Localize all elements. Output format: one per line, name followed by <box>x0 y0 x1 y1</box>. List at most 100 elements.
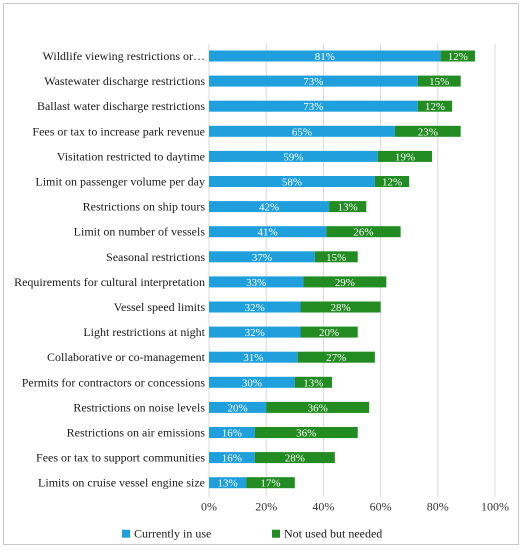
bar-segment <box>300 326 358 338</box>
bar-segment <box>417 100 453 112</box>
category-label: Permits for contractors or concessions <box>22 375 206 389</box>
data-label: 28% <box>285 453 305 465</box>
x-axis-ticks: 0% 20% 40% 60% 80% 100% <box>201 500 509 514</box>
category-label: Ballast water discharge restrictions <box>37 99 205 113</box>
data-label: 12% <box>425 101 445 113</box>
bars: 81% 12% 73% 15% 73% 12% 65% 23% 59% 19% 58% 12% 42% 1… <box>209 50 475 490</box>
data-label: 36% <box>296 428 316 440</box>
bar-segment <box>329 201 367 213</box>
data-label: 32% <box>245 302 265 314</box>
bar-segment <box>209 75 418 87</box>
stacked-bar-chart: 81% 12% 73% 15% 73% 12% 65% 23% 59% 19% 58% 12% 42% 1… <box>14 44 509 541</box>
x-tick-label: 0% <box>201 500 217 514</box>
bar-segment <box>209 427 255 438</box>
category-label: Fees or tax to support communities <box>36 451 205 465</box>
bar-segment <box>209 251 315 263</box>
data-label: 65% <box>292 126 312 138</box>
bar-segment <box>440 50 475 62</box>
bar-segment <box>374 176 410 187</box>
data-label: 20% <box>228 402 248 414</box>
data-label: 13% <box>338 202 358 214</box>
legend-swatch <box>122 529 130 538</box>
bar-segment <box>246 477 295 489</box>
bar-segment <box>377 150 433 162</box>
bar-segment <box>297 351 375 363</box>
category-label: Wastewater discharge restrictions <box>44 74 205 88</box>
legend: Currently in use Not used but needed <box>122 527 382 541</box>
x-tick-label: 60% <box>370 500 392 514</box>
bar-segment <box>209 201 330 213</box>
data-label: 26% <box>353 227 373 239</box>
bar-segment <box>209 477 247 489</box>
data-label: 81% <box>315 51 335 63</box>
data-label: 73% <box>303 76 323 88</box>
data-label: 29% <box>335 277 355 289</box>
bar-segment <box>294 376 332 388</box>
x-tick-label: 80% <box>427 500 449 514</box>
x-tick-label: 40% <box>312 500 334 514</box>
bar-segment <box>300 301 381 313</box>
legend-label: Currently in use <box>134 527 211 541</box>
legend-swatch <box>272 529 280 538</box>
bar-segment <box>209 452 255 464</box>
bar-segment <box>209 276 304 288</box>
data-label: 59% <box>283 151 303 163</box>
category-label: Requirements for cultural interpretation <box>14 275 205 289</box>
x-tick-label: 20% <box>255 500 277 514</box>
bar-segment <box>209 125 395 137</box>
data-label: 32% <box>245 327 265 339</box>
data-label: 30% <box>242 377 262 389</box>
category-label: Light restrictions at night <box>83 325 205 339</box>
category-label: Seasonal restrictions <box>106 250 205 264</box>
category-label: Restrictions on ship tours <box>83 200 206 214</box>
data-label: 12% <box>382 177 402 189</box>
data-label: 36% <box>308 402 328 414</box>
data-label: 41% <box>258 227 278 239</box>
data-label: 73% <box>303 101 323 113</box>
bar-segment <box>326 226 401 238</box>
category-label: Restrictions on air emissions <box>67 426 206 440</box>
bar-segment <box>314 251 358 263</box>
data-label: 27% <box>326 352 346 364</box>
data-label: 13% <box>303 377 323 389</box>
bar-segment <box>254 452 335 464</box>
category-label: Collaborative or co-management <box>47 350 206 364</box>
data-label: 31% <box>243 352 263 364</box>
bar-segment <box>209 351 298 363</box>
data-label: 16% <box>222 428 242 440</box>
category-label: Visitation restricted to daytime <box>57 149 205 163</box>
data-label: 15% <box>326 252 346 264</box>
bar-segment <box>209 376 295 388</box>
bar-segment <box>209 50 441 62</box>
category-label: Restrictions on noise levels <box>73 400 205 414</box>
bar-segment <box>209 401 267 413</box>
data-label: 17% <box>260 478 280 490</box>
data-label: 33% <box>246 277 266 289</box>
category-label: Wildlife viewing restrictions or… <box>43 49 205 63</box>
category-label: Limit on number of vessels <box>74 225 206 239</box>
data-label: 19% <box>395 151 415 163</box>
bar-segment <box>266 401 370 413</box>
bar-segment <box>209 176 375 187</box>
category-label: Limits on cruise vessel engine size <box>38 476 205 490</box>
bar-segment <box>394 125 461 137</box>
chart-frame: 81% 12% 73% 15% 73% 12% 65% 23% 59% 19% 58% 12% 42% 1… <box>3 3 519 545</box>
bar-segment <box>254 427 358 438</box>
bar-segment <box>303 276 387 288</box>
bar-segment <box>209 326 301 338</box>
category-label: Limit on passenger volume per day <box>35 175 205 189</box>
bar-segment <box>209 100 418 112</box>
data-label: 37% <box>252 252 272 264</box>
data-label: 58% <box>282 177 302 189</box>
data-label: 15% <box>429 76 449 88</box>
data-label: 12% <box>448 51 468 63</box>
bar-segment <box>209 301 301 313</box>
data-label: 23% <box>418 126 438 138</box>
legend-label: Not used but needed <box>284 527 382 541</box>
gridlines <box>208 44 496 497</box>
bar-segment <box>209 226 327 238</box>
data-label: 42% <box>259 202 279 214</box>
data-label: 28% <box>330 302 350 314</box>
bar-segment <box>209 150 378 162</box>
category-label: Fees or tax to increase park revenue <box>32 124 205 138</box>
